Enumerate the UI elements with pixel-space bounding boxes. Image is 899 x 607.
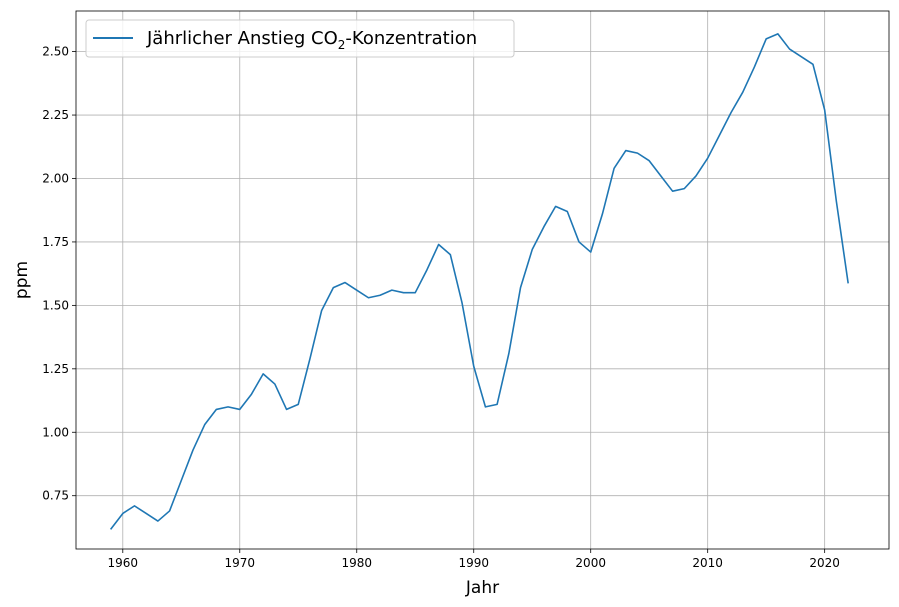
y-tick-label: 2.00 [42, 171, 69, 185]
legend-label-suffix: -Konzentration [345, 28, 477, 49]
x-tick-label: 2020 [809, 556, 840, 570]
x-tick-label: 1990 [458, 556, 489, 570]
legend-label-subscript: 2 [338, 38, 346, 52]
x-axis-label: Jahr [465, 578, 499, 598]
y-tick-label: 2.25 [42, 108, 69, 122]
legend-label-main: Jährlicher Anstieg CO [146, 28, 338, 49]
x-tick-label: 2010 [692, 556, 723, 570]
y-tick-label: 2.50 [42, 45, 69, 59]
x-axis-ticks: 1960 1970 1980 1990 2000 2010 2020 [108, 549, 840, 570]
legend: Jährlicher Anstieg CO2-Konzentration [85, 19, 515, 58]
grid [76, 11, 889, 549]
x-tick-label: 1960 [108, 556, 139, 570]
legend-label: Jährlicher Anstieg CO2-Konzentration [146, 28, 477, 52]
y-tick-label: 1.50 [42, 298, 69, 312]
plot-frame [75, 10, 890, 550]
y-axis-label: ppm [12, 261, 32, 299]
y-tick-label: 1.00 [42, 425, 69, 439]
legend-box [85, 19, 515, 58]
series-line [109, 33, 849, 530]
x-tick-label: 1970 [224, 556, 255, 570]
x-tick-label: 1980 [341, 556, 372, 570]
y-tick-label: 0.75 [42, 489, 69, 503]
y-tick-label: 1.75 [42, 235, 69, 249]
series-layer [109, 33, 849, 530]
x-tick-label: 2000 [575, 556, 606, 570]
y-tick-label: 1.25 [42, 362, 69, 376]
y-axis-ticks: 0.75 1.00 1.25 1.50 1.75 2.00 2.25 2.50 [42, 45, 76, 503]
